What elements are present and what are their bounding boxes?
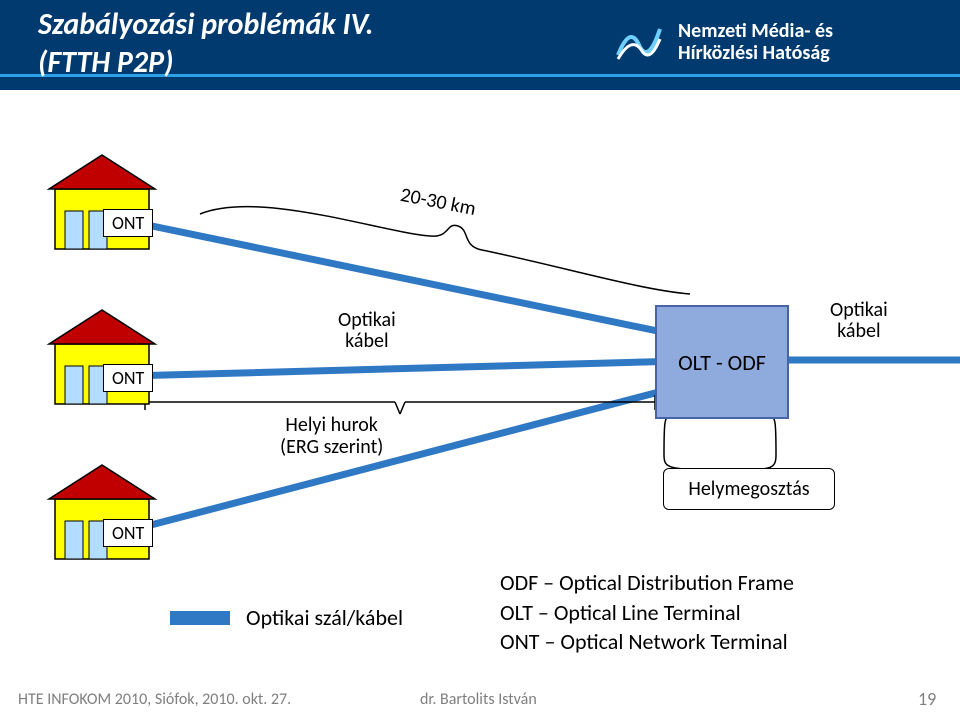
optikai-kabel-label-right: Optikai kábel bbox=[830, 300, 888, 342]
olt-odf-node: OLT - ODF bbox=[655, 305, 789, 419]
footer-center: dr. Bartolits István bbox=[420, 690, 537, 709]
ont-label: ONT bbox=[103, 519, 153, 547]
fiber-cables bbox=[128, 221, 960, 531]
page-number: 19 bbox=[918, 688, 936, 710]
helymegosztas-connector bbox=[664, 415, 776, 470]
helyi-hurok-label: Helyi hurok (ERG szerint) bbox=[280, 414, 383, 458]
optikai-kabel-right-top: Optikai bbox=[830, 300, 888, 321]
legend-text: Optikai szál/kábel bbox=[246, 604, 403, 631]
def-odf: ODF – Optical Distribution Frame bbox=[500, 568, 794, 598]
diagram-canvas bbox=[0, 0, 960, 718]
footer-left: HTE INFOKOM 2010, Siófok, 2010. okt. 27. bbox=[18, 690, 291, 709]
ont-label: ONT bbox=[103, 364, 153, 392]
optikai-kabel-label-center: Optikai kábel bbox=[338, 310, 396, 352]
helyi-hurok-l1: Helyi hurok bbox=[280, 414, 383, 436]
optikai-kabel-bot: kábel bbox=[338, 331, 396, 352]
ont-label: ONT bbox=[103, 209, 153, 237]
def-olt: OLT – Optical Line Terminal bbox=[500, 598, 794, 628]
legend: Optikai szál/kábel bbox=[170, 604, 403, 631]
slide: Szabályozási problémák IV. (FTTH P2P) Ne… bbox=[0, 0, 960, 718]
helymegosztas-box: Helymegosztás bbox=[663, 468, 835, 510]
optikai-kabel-top: Optikai bbox=[338, 310, 396, 331]
optikai-kabel-right-bot: kábel bbox=[830, 321, 888, 342]
helyi-hurok-l2: (ERG szerint) bbox=[280, 436, 383, 458]
definitions: ODF – Optical Distribution Frame OLT – O… bbox=[500, 568, 794, 657]
def-ont: ONT – Optical Network Terminal bbox=[500, 627, 794, 657]
legend-swatch bbox=[170, 611, 230, 625]
